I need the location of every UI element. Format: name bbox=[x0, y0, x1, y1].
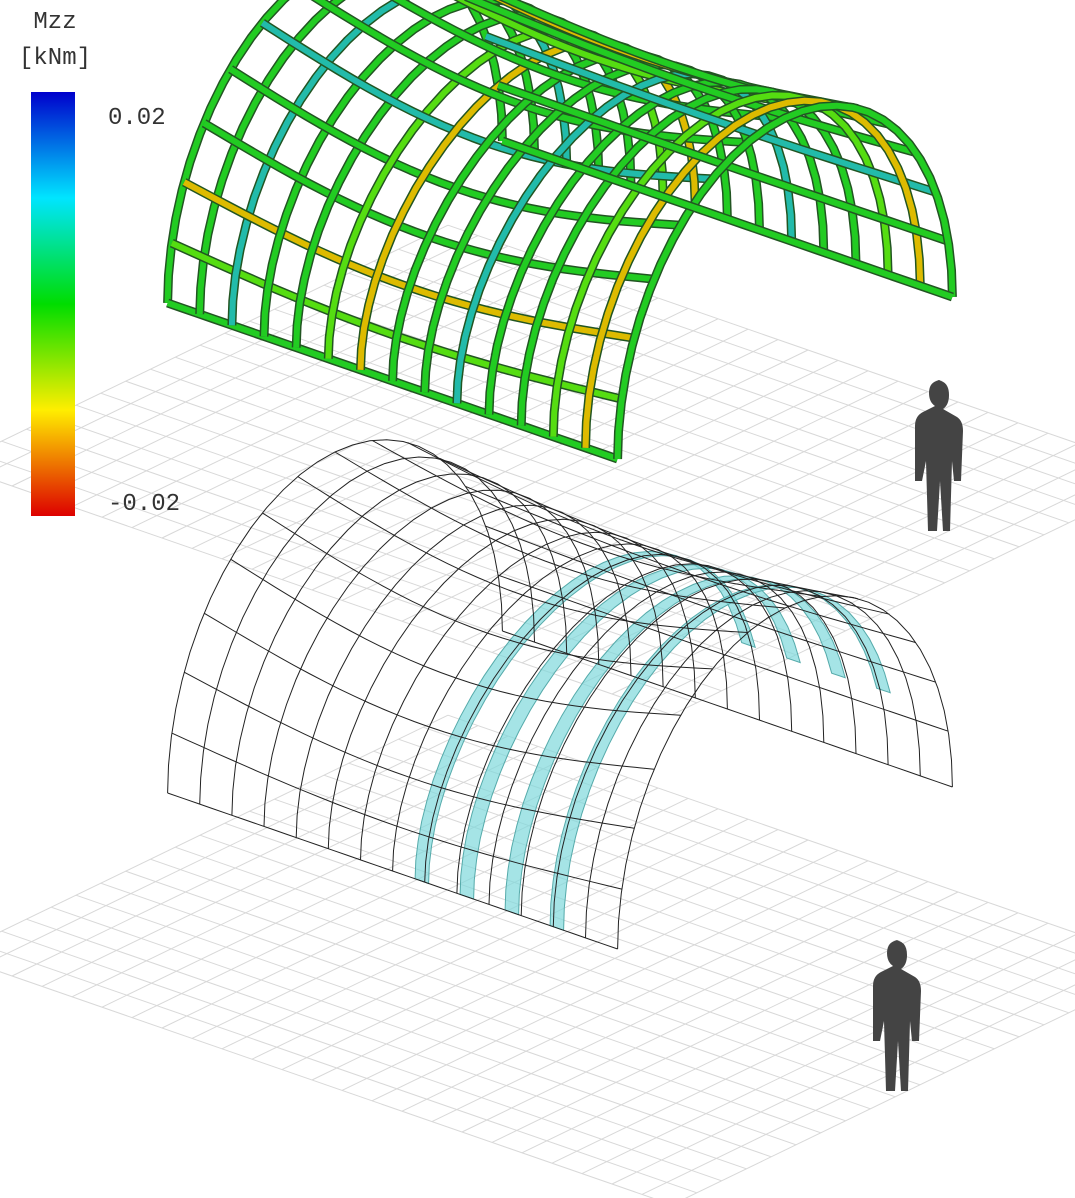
scene: Mzz [kNm] 0.02 -0.02 bbox=[0, 0, 1075, 1198]
floor-grid-line bbox=[225, 333, 945, 583]
floor-grid-line bbox=[175, 357, 895, 607]
floor-grid-line bbox=[76, 405, 796, 655]
strip bbox=[550, 585, 890, 930]
page: Mzz [kNm] 0.02 -0.02 bbox=[0, 0, 1075, 1198]
colorbar-max-label: 0.02 bbox=[108, 105, 166, 132]
floor-grid-line bbox=[299, 297, 1019, 547]
colorbar bbox=[31, 92, 75, 516]
floor-grids bbox=[0, 225, 1075, 1198]
floor-grid-line bbox=[51, 417, 771, 667]
colorbar-title: Mzz bbox=[33, 9, 76, 36]
floor-grid-line bbox=[26, 919, 746, 1169]
gridshell-colored bbox=[168, 0, 953, 459]
floor-grid-line bbox=[76, 895, 796, 1145]
floor-grid-line bbox=[0, 955, 672, 1198]
colorbar-unit: [kNm] bbox=[19, 45, 91, 72]
floor-grid-line bbox=[250, 811, 970, 1061]
floor-grid-line bbox=[2, 931, 722, 1181]
floor-grid-line bbox=[101, 883, 821, 1133]
wire bbox=[264, 490, 599, 826]
person-silhouette bbox=[873, 940, 921, 1091]
floor-grid-line bbox=[175, 847, 895, 1097]
wire bbox=[439, 458, 889, 614]
floor-grid-line bbox=[126, 871, 846, 1121]
wire bbox=[408, 443, 858, 599]
gridshell-wireframe bbox=[168, 440, 953, 949]
floor-grid-line bbox=[374, 751, 1075, 1001]
floor-grid-line bbox=[0, 726, 478, 966]
floor-grid-line bbox=[0, 715, 448, 955]
colorbar-min-label: -0.02 bbox=[108, 491, 180, 518]
floor-grid-line bbox=[225, 823, 945, 1073]
floor-grid-line bbox=[51, 907, 771, 1157]
strip bbox=[415, 551, 755, 883]
wire bbox=[200, 457, 535, 804]
